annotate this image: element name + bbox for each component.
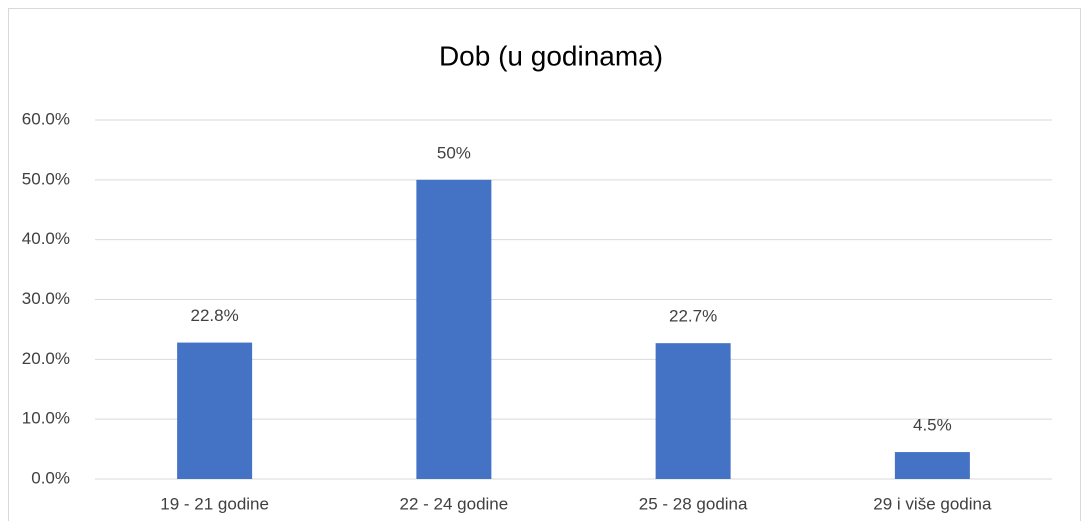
bar	[177, 342, 253, 479]
y-tick-label: 0.0%	[31, 468, 70, 487]
y-tick-label: 10.0%	[22, 409, 70, 428]
x-tick-label: 25 - 28 godina	[639, 494, 748, 513]
chart-title: Dob (u godinama)	[439, 40, 663, 71]
data-label: 4.5%	[913, 416, 952, 435]
data-label: 22.8%	[191, 306, 239, 325]
y-tick-label: 60.0%	[22, 109, 70, 128]
y-tick-label: 20.0%	[22, 349, 70, 368]
bar	[894, 452, 970, 479]
y-tick-label: 50.0%	[22, 169, 70, 188]
y-tick-label: 30.0%	[22, 289, 70, 308]
x-tick-label: 29 i više godina	[873, 494, 992, 513]
y-tick-label: 40.0%	[22, 229, 70, 248]
x-tick-label: 22 - 24 godine	[400, 494, 509, 513]
data-label: 22.7%	[669, 307, 717, 326]
bar	[416, 179, 492, 480]
data-label: 50%	[437, 143, 471, 162]
x-tick-label: 19 - 21 godine	[160, 494, 269, 513]
chart-border	[8, 8, 1081, 521]
bar	[655, 343, 731, 479]
